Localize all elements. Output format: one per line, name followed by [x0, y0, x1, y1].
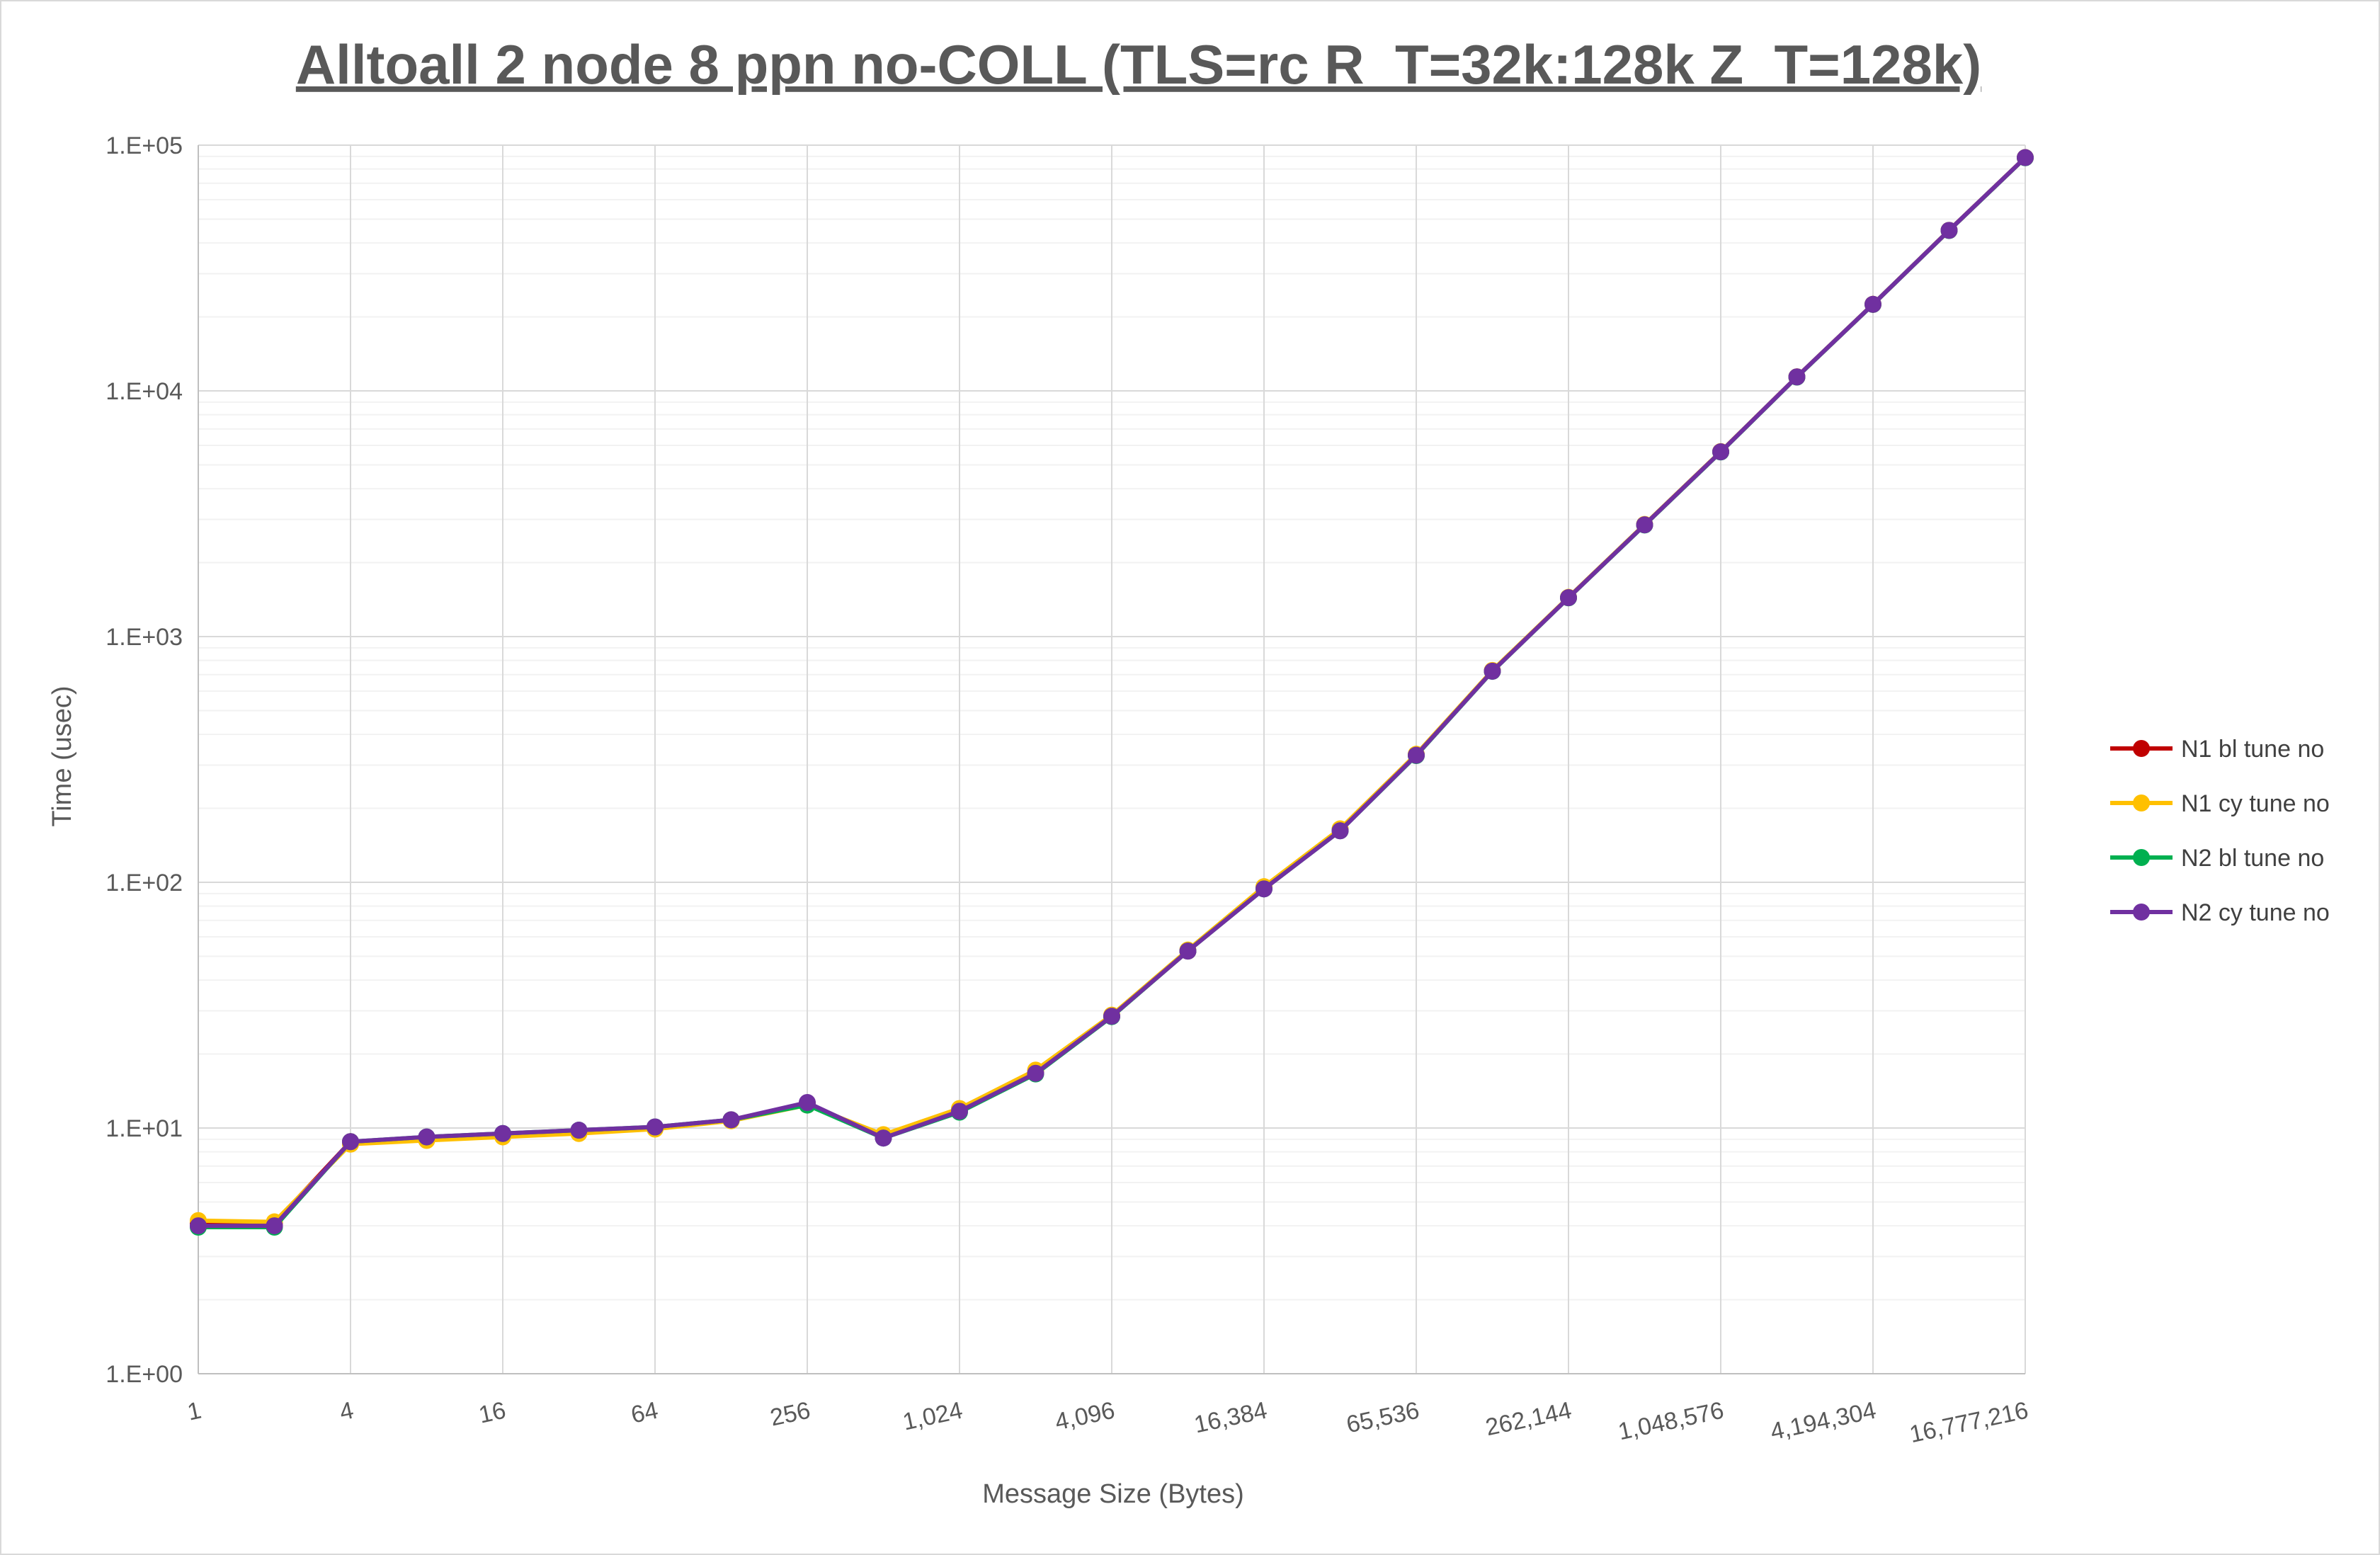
axes [198, 145, 2025, 1374]
y-axis-title: Time (usec) [47, 685, 77, 826]
data-point [1560, 589, 1577, 607]
legend-label: N2 cy tune no [2181, 899, 2330, 926]
x-tick-label: 16 [477, 1397, 508, 1429]
legend-swatch-marker [2133, 849, 2150, 866]
y-tick-label: 1.E+05 [106, 132, 183, 159]
legend-swatch-marker [2133, 740, 2150, 757]
legend-label: N2 bl tune no [2181, 845, 2324, 872]
legend-item: N1 cy tune no [2110, 790, 2330, 817]
data-point [2017, 149, 2034, 166]
data-point [266, 1217, 283, 1235]
data-point [342, 1133, 359, 1151]
data-point [875, 1129, 892, 1147]
legend-swatch-marker [2133, 904, 2150, 921]
legend-label: N1 cy tune no [2181, 790, 2330, 817]
y-tick-label: 1.E+04 [106, 378, 183, 405]
legend-swatch-marker [2133, 794, 2150, 811]
chart-title: Alltoall 2 node 8 ppn no-COLL (TLS=rc R_… [296, 33, 1981, 96]
data-point [1331, 822, 1349, 840]
legend: N1 bl tune no N1 cy tune no N2 bl tune no N… [2110, 736, 2330, 926]
data-point [1408, 746, 1425, 764]
data-point [951, 1103, 968, 1120]
data-point [1788, 368, 1806, 386]
data-point [1712, 443, 1729, 461]
legend-item: N1 bl tune no [2110, 736, 2324, 763]
data-point [570, 1122, 588, 1139]
data-point [1636, 516, 1653, 534]
data-point [799, 1093, 816, 1111]
y-tick-label: 1.E+03 [106, 624, 183, 651]
legend-item: N2 bl tune no [2110, 845, 2324, 872]
y-tick-label: 1.E+02 [106, 870, 183, 896]
series-n2-cy-tune-no [190, 149, 2034, 1235]
data-point [190, 1217, 207, 1235]
gridlines [198, 144, 2026, 1374]
data-point [1864, 295, 1881, 313]
legend-label: N1 bl tune no [2181, 736, 2324, 763]
data-point [647, 1118, 664, 1136]
data-point [1256, 880, 1272, 898]
y-tick-label: 1.E+00 [106, 1361, 183, 1388]
data-point [1103, 1008, 1120, 1025]
legend-item: N2 cy tune no [2110, 899, 2330, 926]
x-tick-label: 64 [629, 1397, 661, 1429]
data-point [1940, 222, 1958, 239]
data-point [418, 1128, 435, 1146]
y-tick-label: 1.E+01 [106, 1115, 183, 1142]
x-axis-title: Message Size (Bytes) [982, 1479, 1244, 1509]
data-point [722, 1111, 740, 1129]
series-lines [190, 149, 2034, 1236]
data-point [1027, 1064, 1044, 1082]
data-point [1179, 942, 1197, 960]
data-point [494, 1124, 511, 1142]
data-point [1484, 662, 1501, 680]
